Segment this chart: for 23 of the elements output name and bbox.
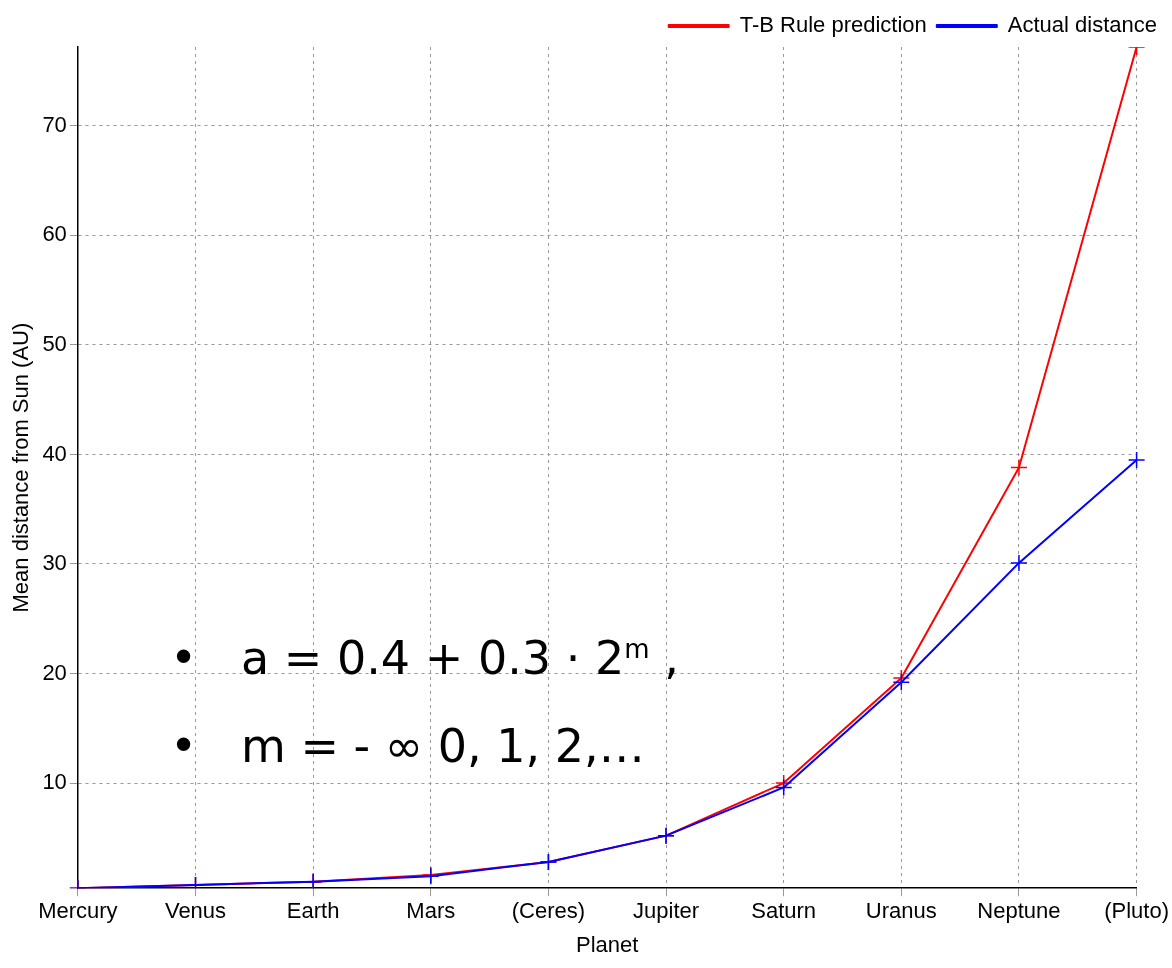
x-axis-title: Planet — [576, 931, 639, 957]
y-tick-label: 60 — [42, 221, 67, 247]
y-tick-label: 20 — [42, 659, 67, 685]
x-tick-label: Mercury — [38, 898, 118, 924]
x-tick-label: Venus — [164, 898, 227, 924]
y-tick-label: 30 — [42, 550, 67, 576]
x-tick-label: Mars — [406, 898, 456, 924]
x-tick-label: Saturn — [751, 898, 817, 924]
y-tick-label: 50 — [42, 330, 67, 356]
y-tick-label: 10 — [42, 769, 67, 795]
x-tick-label: (Pluto) — [1104, 898, 1169, 924]
x-tick-label: (Ceres) — [511, 898, 586, 924]
y-axis-title: Mean distance from Sun (AU) — [8, 322, 34, 613]
x-tick-label: Neptune — [977, 898, 1061, 924]
y-tick-label: 40 — [42, 440, 67, 466]
legend-label: T-B Rule prediction — [739, 12, 927, 38]
legend-label: Actual distance — [1007, 12, 1157, 38]
annotation: • a = 0.4 + 0.3 · 2$^{m}$ , — [170, 631, 679, 686]
x-tick-label: Earth — [286, 898, 340, 924]
y-tick-label: 70 — [42, 111, 67, 137]
annotation: • m = - ∞ 0, 1, 2,… — [170, 719, 645, 774]
x-tick-label: Uranus — [865, 898, 937, 924]
x-tick-label: Jupiter — [633, 898, 700, 924]
